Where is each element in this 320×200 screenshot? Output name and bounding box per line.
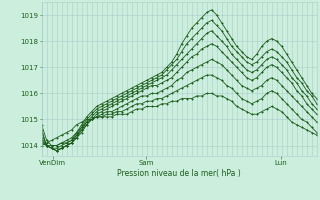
X-axis label: Pression niveau de la mer( hPa ): Pression niveau de la mer( hPa ) <box>117 169 241 178</box>
